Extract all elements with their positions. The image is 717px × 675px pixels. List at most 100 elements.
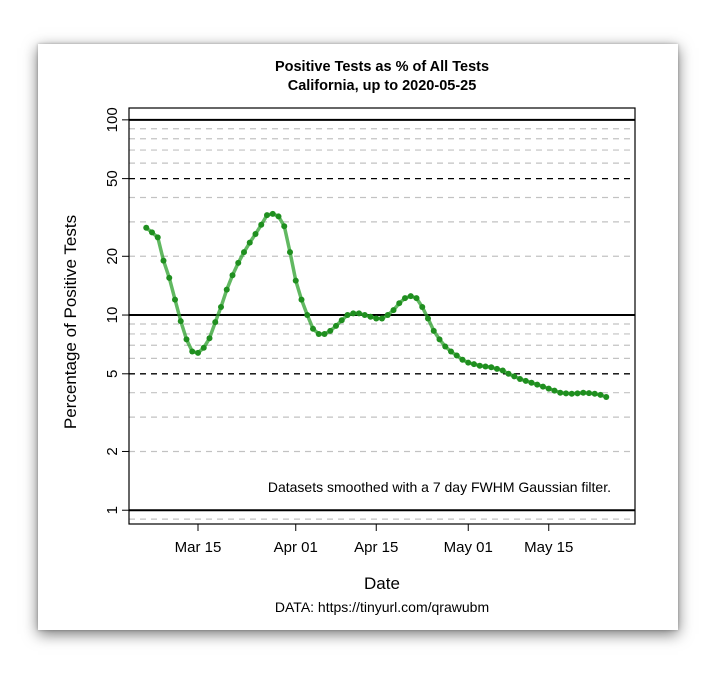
data-point: [586, 390, 592, 397]
data-point: [143, 224, 150, 231]
data-point: [344, 312, 351, 319]
data-point: [591, 390, 598, 397]
data-point: [223, 286, 230, 293]
data-point: [304, 312, 311, 319]
data-point: [287, 249, 293, 256]
axes: 1 2 5 10 20 50 100 Mar 15 Apr 01 Apr 15 May 01 May …: [104, 107, 636, 556]
source-note: DATA: https://tinyurl.com/qrawubm: [275, 599, 489, 615]
y-tick-label: 1: [104, 506, 121, 514]
data-point: [356, 310, 362, 317]
data-point: [275, 213, 282, 220]
data-point: [229, 272, 236, 279]
x-axis-label: Date: [364, 574, 400, 593]
data-point: [551, 387, 558, 394]
data-point: [206, 335, 213, 342]
data-point: [315, 330, 322, 337]
chart-annotation: Datasets smoothed with a 7 day FWHM Gaus…: [268, 479, 611, 495]
data-point: [528, 379, 535, 386]
data-point: [212, 319, 219, 326]
data-point: [218, 303, 224, 310]
data-point: [281, 223, 288, 230]
data-point: [350, 310, 357, 317]
data-point: [310, 325, 316, 332]
data-point: [183, 336, 190, 343]
data-point: [160, 257, 167, 264]
data-point: [252, 231, 259, 238]
data-point: [499, 367, 506, 374]
data-line: [145, 212, 607, 399]
data-point: [327, 327, 334, 334]
grid-lines: [129, 118, 635, 520]
data-point: [384, 312, 391, 319]
data-point: [540, 383, 546, 390]
x-tick-label: May 15: [524, 539, 573, 556]
series-line: [143, 210, 610, 401]
data-point: [430, 327, 437, 334]
data-point: [482, 363, 489, 370]
x-tick-label: Mar 15: [175, 539, 222, 556]
data-point: [568, 390, 575, 397]
data-point: [534, 381, 541, 388]
chart-card: Positive Tests as % of All Tests Califor…: [38, 44, 678, 630]
data-point: [545, 385, 552, 392]
data-point: [488, 364, 495, 371]
y-tick-label: 100: [104, 107, 121, 132]
y-tick-label: 10: [104, 307, 121, 324]
x-tick-label: Apr 01: [274, 539, 318, 556]
x-tick-label: Apr 15: [354, 539, 398, 556]
data-point: [172, 296, 178, 303]
data-point: [235, 259, 242, 266]
x-tick-label: May 01: [444, 539, 493, 556]
data-point: [166, 274, 173, 281]
y-tick-label: 20: [104, 248, 121, 265]
data-point: [580, 389, 587, 396]
data-point: [563, 390, 569, 397]
data-point: [425, 315, 431, 322]
data-point: [298, 296, 305, 303]
y-tick-label: 2: [104, 447, 121, 455]
data-point: [154, 234, 161, 241]
data-point: [511, 373, 518, 380]
data-point: [476, 362, 483, 369]
data-point: [574, 390, 581, 397]
data-point: [361, 312, 368, 319]
chart-subtitle: California, up to 2020-05-25: [288, 78, 477, 94]
data-point: [465, 359, 472, 366]
data-point: [333, 322, 339, 329]
data-point: [494, 365, 500, 372]
data-point: [149, 229, 155, 236]
data-point: [241, 249, 247, 256]
data-point: [269, 210, 276, 217]
data-point: [246, 239, 253, 246]
data-point: [200, 344, 207, 351]
data-point: [522, 377, 529, 384]
data-point: [402, 295, 408, 302]
data-point: [189, 348, 196, 355]
data-point: [442, 343, 449, 350]
data-point: [419, 303, 426, 310]
data-point: [390, 307, 397, 314]
data-point: [195, 349, 201, 356]
data-point: [597, 391, 604, 398]
data-point: [407, 293, 414, 300]
data-point: [505, 370, 512, 377]
data-point: [292, 277, 299, 284]
data-point: [177, 318, 184, 325]
y-tick-label: 50: [104, 170, 121, 187]
data-point: [338, 317, 345, 324]
data-point: [413, 295, 420, 302]
data-point: [367, 313, 374, 320]
chart: Positive Tests as % of All Tests Califor…: [61, 59, 636, 615]
data-point: [258, 221, 265, 228]
data-point: [453, 352, 460, 359]
data-point: [379, 315, 385, 322]
data-point: [373, 315, 380, 322]
data-point: [448, 348, 454, 355]
chart-title: Positive Tests as % of All Tests: [275, 59, 489, 75]
data-point: [436, 336, 443, 343]
data-point: [471, 361, 477, 368]
plot-frame: [128, 107, 636, 525]
data-point: [459, 356, 466, 363]
data-point: [557, 389, 564, 396]
y-tick-label: 5: [104, 370, 121, 378]
